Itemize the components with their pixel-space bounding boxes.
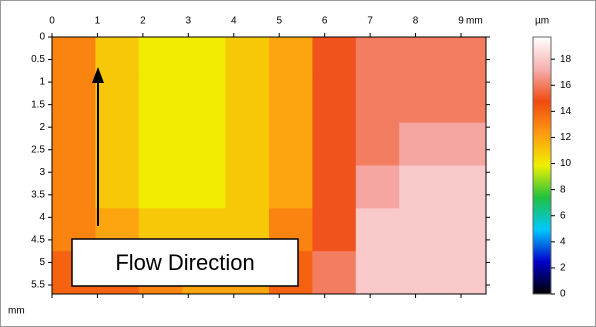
cell — [52, 79, 96, 124]
colorbar-tick-label: 10 — [560, 158, 572, 169]
x-tick-label: 9 — [458, 16, 464, 27]
x-tick-label: 4 — [231, 16, 237, 27]
cell — [355, 79, 400, 124]
cell — [399, 37, 444, 81]
cell — [442, 208, 487, 252]
arrow-head — [92, 67, 104, 83]
cell — [442, 37, 487, 81]
cell — [95, 165, 140, 209]
colorbar-tick-label: 4 — [560, 236, 566, 247]
plot-border — [51, 36, 487, 295]
y-tick-label: 4 — [39, 212, 45, 223]
colorbar-tick-label: 16 — [560, 80, 572, 91]
y-tick-label: 5.5 — [31, 280, 45, 291]
cell — [399, 251, 444, 295]
colorbar-tick-label: 8 — [560, 184, 566, 195]
colorbar — [532, 36, 552, 295]
colorbar-tick-label: 6 — [560, 210, 566, 221]
cell — [312, 37, 357, 81]
colorbar-tick-label: 14 — [560, 106, 572, 117]
cell — [182, 165, 227, 209]
cell — [399, 208, 444, 252]
cell — [95, 79, 140, 124]
x-tick-label: 6 — [322, 16, 328, 27]
colorbar-unit: µm — [535, 16, 549, 27]
cell — [52, 37, 96, 81]
cell — [269, 165, 313, 209]
cell — [95, 122, 140, 166]
y-tick-label: 0.5 — [31, 54, 45, 65]
x-tick-label: 2 — [140, 16, 146, 27]
cell — [269, 122, 313, 166]
cell — [355, 165, 400, 209]
cell — [182, 122, 227, 166]
annotation: Flow Direction — [115, 250, 254, 275]
cell — [225, 79, 270, 124]
cell — [225, 165, 270, 209]
y-tick-label: 4.5 — [31, 235, 45, 246]
cell — [399, 122, 444, 166]
cell — [269, 79, 313, 124]
cell — [269, 37, 313, 81]
cell — [182, 37, 227, 81]
y-tick-label: 3.5 — [31, 189, 45, 200]
cell — [182, 79, 227, 124]
cell — [355, 122, 400, 166]
x-tick-label: 7 — [367, 16, 373, 27]
cell — [312, 122, 357, 166]
cell — [355, 37, 400, 81]
x-tick-label: 1 — [95, 16, 101, 27]
annotation-box — [71, 238, 299, 287]
x-tick-label: 0 — [49, 16, 55, 27]
cell — [312, 79, 357, 124]
cell — [442, 165, 487, 209]
cell — [355, 208, 400, 252]
y-tick-label: 2 — [39, 122, 45, 133]
cell — [312, 251, 357, 295]
x-tick-label: 3 — [186, 16, 192, 27]
cell — [442, 251, 487, 295]
cell — [138, 122, 183, 166]
y-tick-label: 5 — [39, 257, 45, 268]
colorbar-tick-label: 0 — [560, 289, 566, 300]
cell — [52, 165, 96, 209]
cell — [138, 165, 183, 209]
y-tick-label: 1.5 — [31, 99, 45, 110]
cell — [138, 37, 183, 81]
y-unit: mm — [8, 306, 25, 317]
x-tick-label: 8 — [413, 16, 419, 27]
heatmap — [52, 37, 487, 295]
x-unit: mm — [466, 16, 483, 27]
x-tick-label: 5 — [276, 16, 282, 27]
cell — [442, 122, 487, 166]
colorbar-tick-label: 12 — [560, 132, 572, 143]
cell — [95, 37, 140, 81]
cell — [355, 251, 400, 295]
y-tick-label: 1 — [39, 77, 45, 88]
cell — [399, 165, 444, 209]
cell — [312, 165, 357, 209]
cell — [442, 79, 487, 124]
colorbar-tick-label: 2 — [560, 263, 566, 274]
y-tick-label: 2.5 — [31, 144, 45, 155]
cell — [399, 79, 444, 124]
cell — [312, 208, 357, 252]
y-tick-label: 0 — [39, 32, 45, 43]
y-tick-label: 3 — [39, 167, 45, 178]
cell — [225, 122, 270, 166]
cell — [52, 122, 96, 166]
colorbar-tick-label: 18 — [560, 54, 572, 65]
cell — [138, 79, 183, 124]
cell — [225, 37, 270, 81]
